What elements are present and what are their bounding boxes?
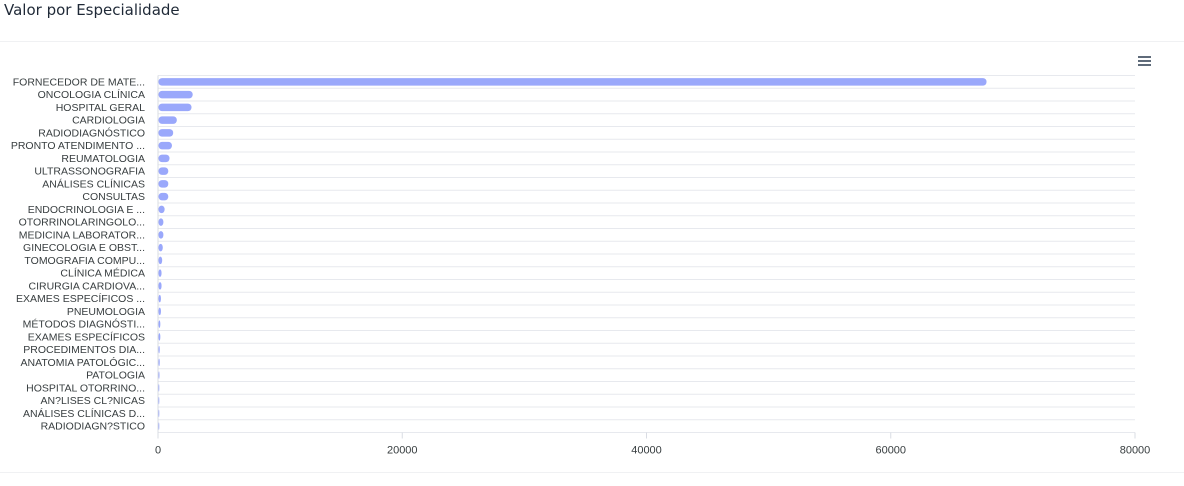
- y-tick-label: ULTRASSONOGRAFIA: [34, 166, 145, 178]
- y-tick-label: OTORRINOLARINGOLO...: [19, 217, 145, 229]
- x-tick-label: 20000: [387, 445, 418, 457]
- y-tick-label: CONSULTAS: [82, 191, 145, 203]
- bar: [158, 422, 160, 430]
- y-tick-label: PRONTO ATENDIMENTO ...: [11, 140, 145, 152]
- y-tick-label: ANÁLISES CLÍNICAS D...: [23, 407, 145, 420]
- bar: [158, 256, 163, 265]
- y-tick-label: PROCEDIMENTOS DIA...: [23, 344, 145, 356]
- y-tick-label: ENDOCRINOLOGIA E ...: [28, 204, 145, 216]
- y-tick-label: CLÍNICA MÉDICA: [60, 267, 145, 280]
- bar: [158, 129, 174, 137]
- bar: [158, 384, 160, 392]
- y-tick-label: MEDICINA LABORATOR...: [19, 229, 145, 241]
- bar: [158, 282, 162, 290]
- y-tick-label: ONCOLOGIA CLÍNICA: [38, 88, 145, 101]
- title-divider: [0, 41, 1184, 42]
- bar: [158, 141, 172, 150]
- bar: [158, 218, 164, 226]
- y-tick-label: HOSPITAL GERAL: [56, 102, 145, 114]
- grid-lines: [158, 75, 1135, 433]
- bar: [158, 371, 160, 379]
- y-tick-label: HOSPITAL OTORRINO...: [26, 382, 145, 394]
- y-tick-label: ANATOMIA PATOLÓGIC...: [21, 356, 145, 369]
- y-tick-label: CIRURGIA CARDIOVA...: [29, 280, 146, 292]
- bar: [158, 294, 161, 303]
- bar: [158, 167, 169, 175]
- y-tick-label: EXAMES ESPECÍFICOS: [28, 330, 145, 343]
- bar: [158, 103, 192, 112]
- y-tick-label: MÉTODOS DIAGNÓSTI...: [23, 318, 145, 331]
- bar: [158, 333, 161, 341]
- bar: [158, 269, 162, 277]
- bar: [158, 396, 160, 405]
- x-tick-label: 40000: [631, 445, 662, 457]
- y-tick-label: FORNECEDOR DE MATE...: [13, 76, 145, 88]
- bar: [158, 192, 169, 201]
- hamburger-menu-icon[interactable]: [1136, 53, 1154, 67]
- y-tick-label: RADIODIAGNÓSTICO: [38, 126, 145, 139]
- y-tick-label: EXAMES ESPECÍFICOS ...: [16, 292, 145, 305]
- bar: [158, 78, 987, 86]
- chart-title: Valor por Especialidade: [4, 1, 180, 19]
- y-tick-label: PATOLOGIA: [86, 370, 145, 382]
- y-tick-label: REUMATOLOGIA: [61, 153, 145, 165]
- x-tick-label: 0: [155, 445, 161, 457]
- bar: [158, 154, 170, 163]
- bar: [158, 307, 161, 316]
- y-tick-label: CARDIOLOGIA: [72, 115, 145, 127]
- y-tick-label: AN?LISES CL?NICAS: [41, 395, 145, 407]
- bar: [158, 320, 161, 328]
- y-tick-label: GINECOLOGIA E OBST...: [23, 242, 145, 254]
- y-tick-label: RADIODIAGN?STICO: [41, 421, 145, 433]
- bar: [158, 231, 164, 239]
- bar: [158, 358, 160, 367]
- bar: [158, 180, 169, 188]
- y-tick-label: TOMOGRAFIA COMPU...: [24, 255, 145, 267]
- y-tick-label: ANÁLISES CLÍNICAS: [42, 177, 145, 190]
- bar: [158, 243, 163, 252]
- bar: [158, 205, 165, 214]
- bar: [158, 345, 160, 354]
- x-tick-label: 80000: [1120, 445, 1151, 457]
- y-tick-label: PNEUMOLOGIA: [67, 306, 145, 318]
- bar: [158, 409, 160, 418]
- bar: [158, 116, 177, 124]
- bar: [158, 90, 193, 99]
- bottom-divider: [0, 472, 1184, 473]
- x-tick-label: 60000: [875, 445, 906, 457]
